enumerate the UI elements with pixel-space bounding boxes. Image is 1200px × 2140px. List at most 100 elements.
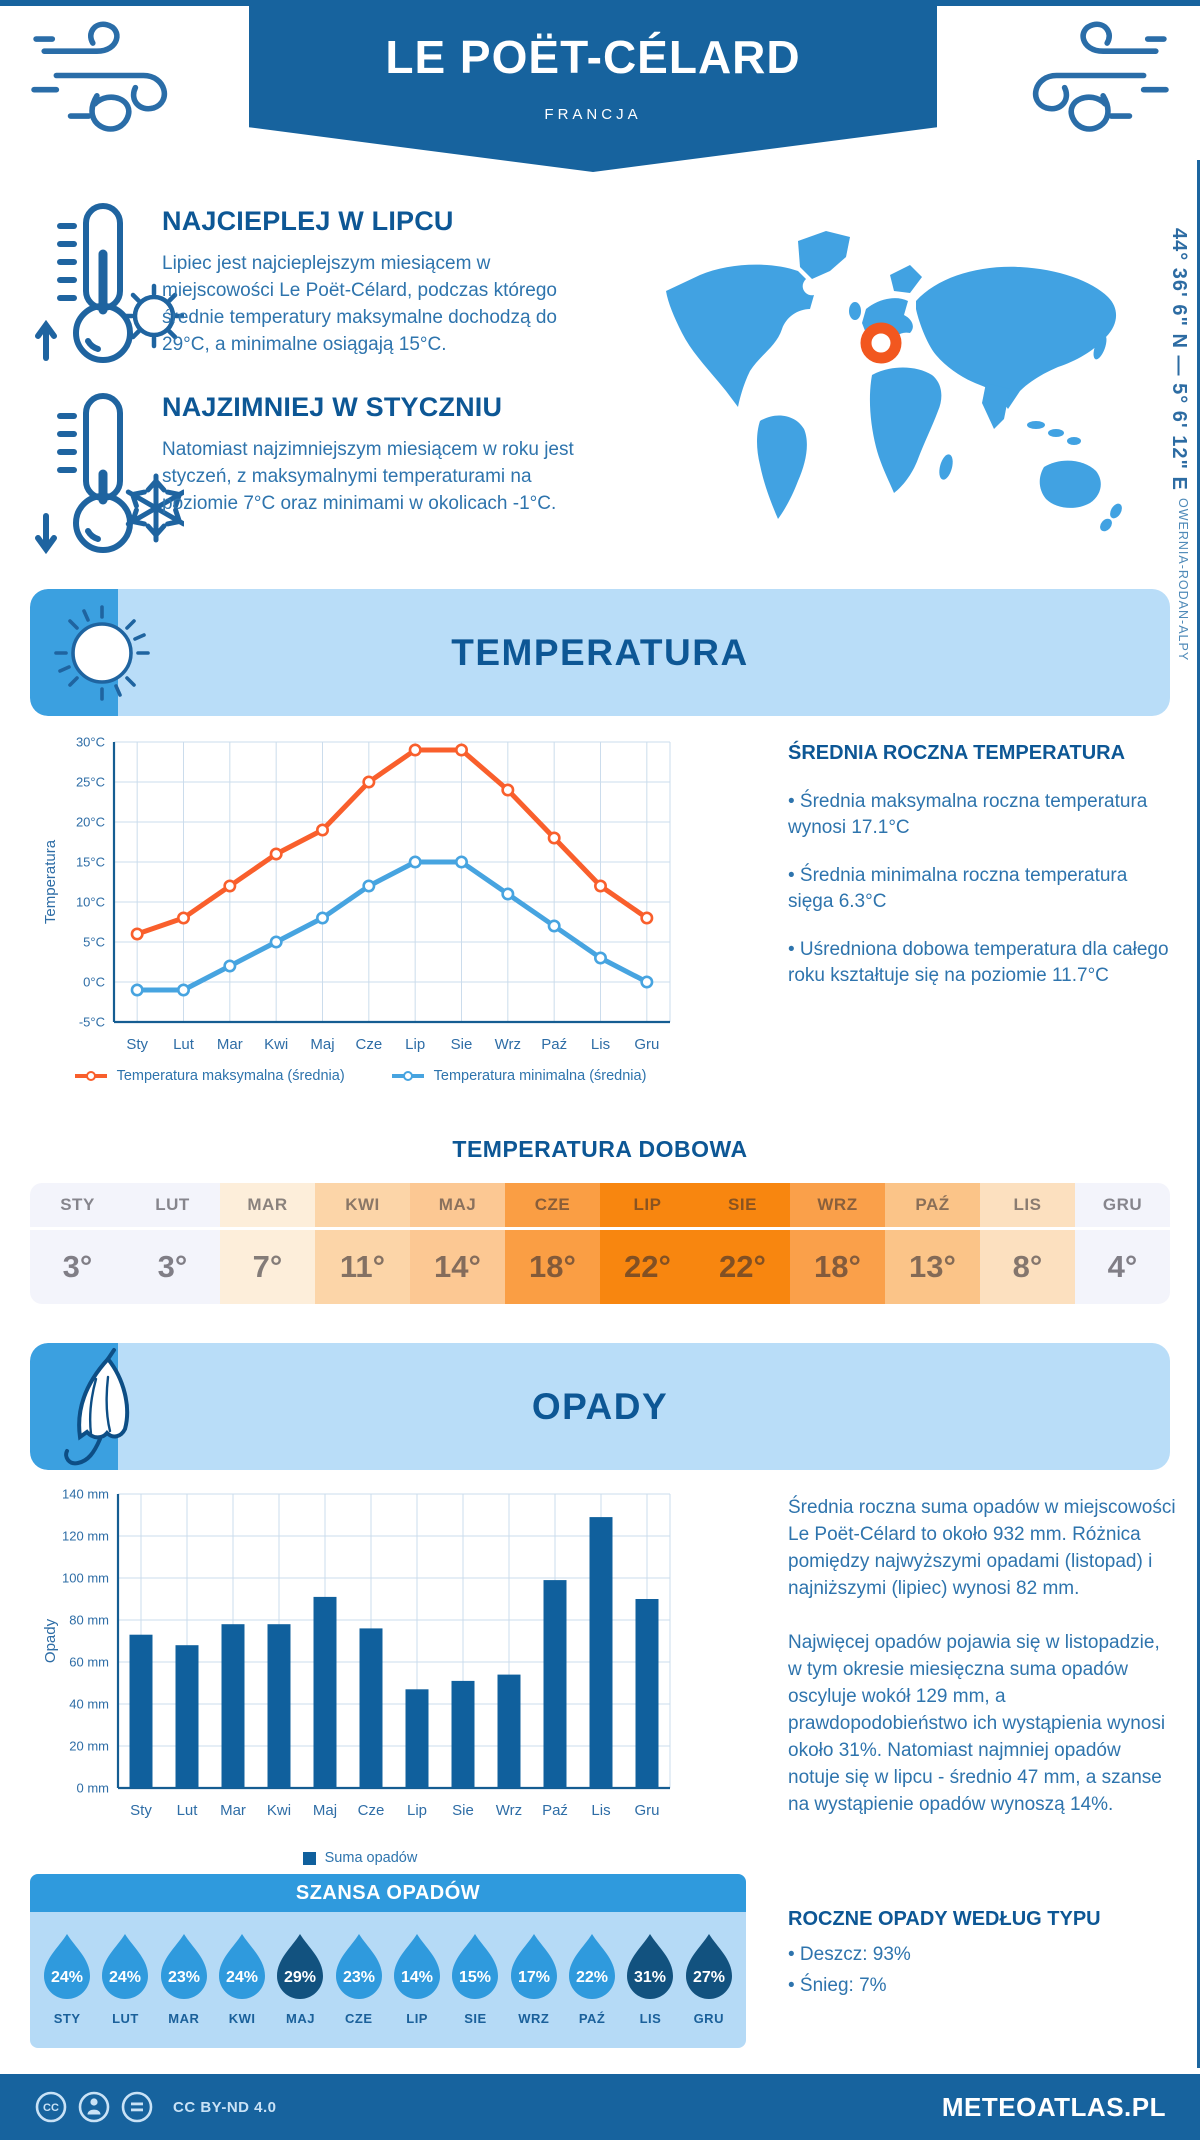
legend-item: Suma opadów — [302, 1850, 417, 1866]
daily-temp-month: MAR — [220, 1183, 315, 1230]
temperature-section-banner: TEMPERATURA — [30, 589, 1170, 716]
legend-marker — [391, 1071, 424, 1081]
svg-text:Cze: Cze — [358, 1802, 385, 1819]
svg-text:100 mm: 100 mm — [62, 1571, 109, 1586]
precip-chance-drop: 24% LUT — [98, 1932, 152, 2026]
daily-temp-month: LUT — [125, 1183, 220, 1230]
droplet-month: MAR — [168, 2011, 200, 2026]
droplet-icon: 23% — [160, 1934, 207, 1999]
precip-chance-drop: 29% MAJ — [273, 1932, 327, 2026]
daily-temp-column: MAJ 14° — [410, 1183, 505, 1304]
legend-item: Temperatura maksymalna (średnia) — [74, 1068, 345, 1084]
precipitation-type-bullets: • Deszcz: 93% • Śnieg: 7% — [788, 1939, 1180, 2001]
droplet-icon: 31% — [627, 1934, 674, 1999]
daily-temp-column: SIE 22° — [695, 1183, 790, 1304]
droplet-icon: 27% — [685, 1934, 732, 1999]
svg-text:Paź: Paź — [542, 1802, 568, 1819]
droplet-month: LIS — [639, 2011, 662, 2026]
precip-chance-drop: 22% PAŹ — [565, 1932, 619, 2026]
summary-bullet: • Średnia maksymalna roczna temperatura … — [788, 791, 1148, 838]
daily-temp-value: 4° — [1075, 1230, 1170, 1304]
temperature-chart-legend: Temperatura maksymalna (średnia) Temperat… — [40, 1068, 680, 1084]
svg-text:Cze: Cze — [355, 1036, 382, 1053]
daily-temp-month: KWI — [315, 1183, 410, 1230]
daily-temp-month: GRU — [1075, 1183, 1170, 1230]
svg-text:Sty: Sty — [130, 1802, 152, 1819]
daily-temp-month: PAŹ — [885, 1183, 980, 1230]
precipitation-chance-title: SZANSA OPADÓW — [30, 1874, 746, 1912]
precipitation-text-panel: Średnia roczna suma opadów w miejscowośc… — [788, 1494, 1176, 1845]
droplet-month: LIP — [406, 2011, 428, 2026]
license-group: CC CC BY-ND 4.0 — [34, 2090, 277, 2124]
svg-text:29%: 29% — [284, 1969, 316, 1986]
daily-temp-month: MAJ — [410, 1183, 505, 1230]
precipitation-paragraph: Najwięcej opadów pojawia się w listopadz… — [788, 1632, 1166, 1815]
footer: CC CC BY-ND 4.0 METEOATLAS.PL — [0, 2074, 1200, 2140]
svg-text:Wrz: Wrz — [495, 1036, 521, 1053]
right-border — [1197, 160, 1200, 2068]
daily-temp-value: 7° — [220, 1230, 315, 1304]
svg-text:Kwi: Kwi — [264, 1036, 288, 1053]
coldest-text: Natomiast najzimniejszym miesiącem w rok… — [162, 439, 574, 514]
daily-temp-value: 11° — [315, 1230, 410, 1304]
warmest-text: Lipiec jest najcieplejszym miesiącem w m… — [162, 253, 557, 355]
daily-temp-column: MAR 7° — [220, 1183, 315, 1304]
precip-chance-drop: 17% WRZ — [507, 1932, 561, 2026]
thermometer-sun-icon — [35, 203, 184, 363]
svg-text:10°C: 10°C — [76, 895, 105, 910]
temperature-summary-title: ŚREDNIA ROCZNA TEMPERATURA — [788, 742, 1126, 764]
svg-text:5°C: 5°C — [83, 935, 105, 950]
svg-text:15°C: 15°C — [76, 855, 105, 870]
svg-text:Mar: Mar — [220, 1802, 246, 1819]
temperature-summary-panel: ŚREDNIA ROCZNA TEMPERATURA • Średnia mak… — [788, 742, 1176, 1011]
svg-text:Lip: Lip — [405, 1036, 425, 1053]
daily-temp-month: SIE — [695, 1183, 790, 1230]
daily-temp-month: LIS — [980, 1183, 1075, 1230]
precip-chance-drop: 23% MAR — [157, 1932, 211, 2026]
precipitation-paragraph: Średnia roczna suma opadów w miejscowośc… — [788, 1497, 1176, 1599]
svg-text:Kwi: Kwi — [267, 1802, 291, 1819]
daily-temp-value: 8° — [980, 1230, 1075, 1304]
daily-temp-month: CZE — [505, 1183, 600, 1230]
svg-text:27%: 27% — [693, 1969, 725, 1986]
svg-text:Maj: Maj — [310, 1036, 334, 1053]
thermometer-snowflake-icon — [35, 393, 184, 555]
droplet-month: PAŹ — [578, 2011, 606, 2026]
svg-text:-5°C: -5°C — [79, 1015, 105, 1030]
wind-icon — [31, 21, 168, 132]
svg-text:20 mm: 20 mm — [69, 1739, 109, 1754]
coldest-title: NAJZIMNIEJ W STYCZNIU — [162, 392, 503, 422]
legend-marker — [302, 1851, 316, 1865]
svg-text:Lut: Lut — [173, 1036, 195, 1053]
precipitation-chance-box: SZANSA OPADÓW 24% STY 24% LUT 23% MAR 24% KWI 29… — [30, 1874, 746, 2048]
daily-temp-column: LIP 22° — [600, 1183, 695, 1304]
warmest-title: NAJCIEPLEJ W LIPCU — [162, 206, 454, 236]
cc-by-person-icon — [78, 2091, 110, 2123]
cc-nd-equals-icon — [121, 2091, 153, 2123]
svg-text:17%: 17% — [518, 1969, 550, 1986]
temperature-section-title: TEMPERATURA — [451, 631, 749, 673]
svg-text:60 mm: 60 mm — [69, 1655, 109, 1670]
svg-text:Gru: Gru — [634, 1036, 659, 1053]
daily-temp-month: LIP — [600, 1183, 695, 1230]
geo-coordinates: 44° 36' 6" N — 5° 6' 12" E OWERNIA-RODAN… — [1167, 228, 1190, 661]
svg-text:CC: CC — [43, 2102, 59, 2114]
svg-text:24%: 24% — [109, 1969, 141, 1986]
droplet-month: WRZ — [518, 2011, 550, 2026]
precipitation-section-banner: OPADY — [30, 1343, 1170, 1470]
precipitation-section-title: OPADY — [531, 1385, 669, 1427]
droplet-icon: 24% — [219, 1934, 266, 1999]
droplet-month: LUT — [112, 2011, 139, 2026]
precip-chance-drop: 31% LIS — [623, 1932, 677, 2026]
svg-text:23%: 23% — [168, 1969, 200, 1986]
daily-temp-value: 22° — [695, 1230, 790, 1304]
svg-text:Lip: Lip — [407, 1802, 427, 1819]
legend-label: Temperatura maksymalna (średnia) — [116, 1068, 345, 1084]
daily-temp-column: LUT 3° — [125, 1183, 220, 1304]
svg-text:Gru: Gru — [634, 1802, 659, 1819]
droplet-icon: 24% — [102, 1934, 149, 1999]
droplet-month: CZE — [345, 2011, 373, 2026]
droplet-month: GRU — [693, 2011, 724, 2026]
brand-logo: METEOATLAS.PL — [941, 2091, 1166, 2122]
